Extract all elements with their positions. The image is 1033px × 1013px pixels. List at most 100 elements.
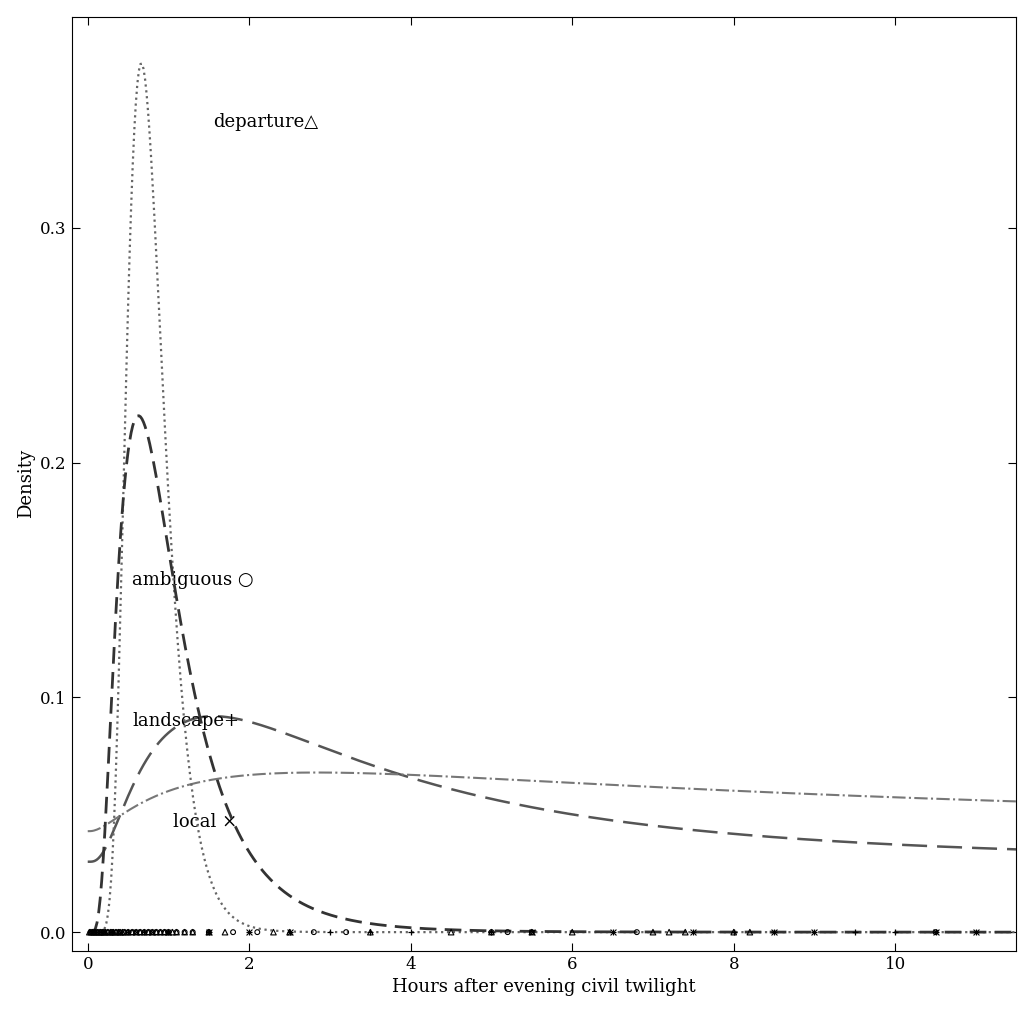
Point: [217, 924, 233, 940]
Point: [115, 924, 131, 940]
Point: [116, 924, 132, 940]
Point: [200, 924, 217, 940]
Point: [117, 924, 133, 940]
Point: [83, 924, 99, 940]
Point: [152, 924, 168, 940]
Point: [928, 924, 944, 940]
Text: landscape+: landscape+: [132, 711, 240, 729]
Point: [128, 924, 145, 940]
Point: [96, 924, 113, 940]
Point: [281, 924, 298, 940]
Point: [96, 924, 113, 940]
Point: [103, 924, 120, 940]
Point: [185, 924, 201, 940]
Point: [128, 924, 145, 940]
Point: [499, 924, 515, 940]
Text: ambiguous ○: ambiguous ○: [132, 570, 254, 589]
Point: [156, 924, 173, 940]
Point: [968, 924, 984, 940]
Point: [105, 924, 122, 940]
Y-axis label: Density: Density: [17, 449, 35, 519]
Point: [806, 924, 822, 940]
Point: [725, 924, 742, 940]
Point: [136, 924, 153, 940]
Point: [661, 924, 678, 940]
Point: [564, 924, 581, 940]
Point: [765, 924, 782, 940]
Point: [177, 924, 193, 940]
Point: [112, 924, 128, 940]
Point: [120, 924, 136, 940]
Point: [281, 924, 298, 940]
Point: [120, 924, 136, 940]
Point: [124, 924, 140, 940]
Point: [483, 924, 500, 940]
Point: [524, 924, 540, 940]
Point: [742, 924, 758, 940]
Point: [86, 924, 102, 940]
Point: [765, 924, 782, 940]
Point: [483, 924, 500, 940]
Point: [806, 924, 822, 940]
Point: [200, 924, 217, 940]
Point: [160, 924, 177, 940]
Point: [89, 924, 105, 940]
Point: [140, 924, 157, 940]
Point: [136, 924, 153, 940]
Point: [604, 924, 621, 940]
Point: [363, 924, 379, 940]
Point: [148, 924, 164, 940]
Point: [645, 924, 661, 940]
Point: [156, 924, 173, 940]
Point: [160, 924, 177, 940]
Point: [107, 924, 124, 940]
Point: [86, 924, 102, 940]
Point: [83, 924, 99, 940]
Point: [306, 924, 322, 940]
Point: [92, 924, 108, 940]
Point: [144, 924, 160, 940]
Point: [144, 924, 160, 940]
Point: [604, 924, 621, 940]
Point: [249, 924, 265, 940]
Point: [225, 924, 242, 940]
Point: [160, 924, 177, 940]
Point: [102, 924, 119, 940]
Point: [321, 924, 338, 940]
Point: [112, 924, 128, 940]
Point: [144, 924, 160, 940]
Point: [443, 924, 460, 940]
Point: [685, 924, 701, 940]
Point: [968, 924, 984, 940]
Point: [281, 924, 298, 940]
Point: [136, 924, 153, 940]
Point: [847, 924, 864, 940]
Point: [200, 924, 217, 940]
Point: [241, 924, 257, 940]
Point: [524, 924, 540, 940]
Point: [132, 924, 149, 940]
Point: [111, 924, 127, 940]
Point: [241, 924, 257, 940]
Point: [185, 924, 201, 940]
Point: [725, 924, 742, 940]
Point: [338, 924, 354, 940]
Point: [403, 924, 419, 940]
Point: [89, 924, 105, 940]
Point: [928, 924, 944, 940]
Point: [94, 924, 111, 940]
Point: [85, 924, 101, 940]
Point: [120, 924, 136, 940]
Point: [96, 924, 113, 940]
Point: [265, 924, 282, 940]
Point: [107, 924, 124, 940]
Point: [524, 924, 540, 940]
Point: [99, 924, 116, 940]
Point: [88, 924, 104, 940]
X-axis label: Hours after evening civil twilight: Hours after evening civil twilight: [393, 979, 696, 997]
Point: [168, 924, 185, 940]
Point: [81, 924, 97, 940]
Point: [128, 924, 145, 940]
Point: [97, 924, 114, 940]
Point: [112, 924, 128, 940]
